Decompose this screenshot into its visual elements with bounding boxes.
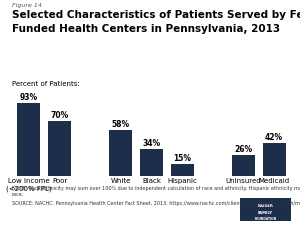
Text: 34%: 34% <box>142 139 160 148</box>
Text: race.: race. <box>12 192 24 197</box>
Text: 58%: 58% <box>112 120 130 129</box>
Text: 42%: 42% <box>265 133 283 142</box>
Text: SOURCE: NACHC. Pennsylvania Health Center Fact Sheet, 2013. https://www.nachc.co: SOURCE: NACHC. Pennsylvania Health Cente… <box>12 201 300 206</box>
Text: 93%: 93% <box>20 93 38 102</box>
Text: FAMILY: FAMILY <box>258 211 273 215</box>
Text: FOUNDATION: FOUNDATION <box>254 217 277 221</box>
Bar <box>262 143 286 176</box>
Text: KAISER: KAISER <box>258 204 273 208</box>
Bar <box>140 149 163 176</box>
Text: Funded Health Centers in Pennsylvania, 2013: Funded Health Centers in Pennsylvania, 2… <box>12 24 280 34</box>
Bar <box>48 121 71 176</box>
Bar <box>171 164 194 176</box>
Text: Selected Characteristics of Patients Served by Federally-: Selected Characteristics of Patients Ser… <box>12 10 300 20</box>
Bar <box>109 130 132 176</box>
Text: Figure 14: Figure 14 <box>12 3 42 8</box>
Text: 15%: 15% <box>173 154 191 163</box>
Text: 26%: 26% <box>234 145 253 154</box>
Bar <box>17 103 41 176</box>
Text: 70%: 70% <box>50 111 69 120</box>
Text: NOTE: Race/Ethnicity may sum over 100% due to independent calculation of race an: NOTE: Race/Ethnicity may sum over 100% d… <box>12 186 300 191</box>
Bar <box>232 155 255 176</box>
Text: Percent of Patients:: Percent of Patients: <box>12 81 80 87</box>
